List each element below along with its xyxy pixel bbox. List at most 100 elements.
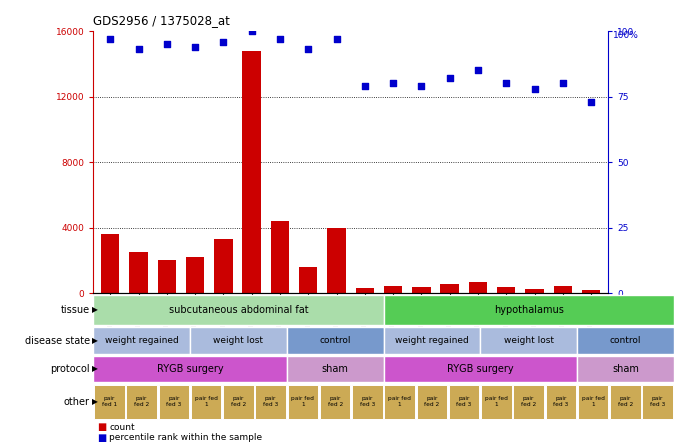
Text: pair fed
1: pair fed 1 [485, 396, 508, 407]
Text: subcutaneous abdominal fat: subcutaneous abdominal fat [169, 305, 308, 315]
Bar [417, 385, 447, 419]
Bar [271, 221, 289, 293]
Bar [256, 385, 286, 419]
Bar [384, 294, 674, 325]
Text: RYGB surgery: RYGB surgery [447, 364, 513, 374]
Point [161, 40, 172, 48]
Bar [191, 385, 221, 419]
Bar [93, 294, 384, 325]
Text: pair
fed 2: pair fed 2 [424, 396, 439, 407]
Bar [610, 385, 641, 419]
Point [444, 75, 455, 82]
Point [388, 80, 399, 87]
Text: weight lost: weight lost [504, 336, 553, 345]
Text: count: count [109, 423, 135, 432]
Text: weight lost: weight lost [214, 336, 263, 345]
Bar [497, 287, 515, 293]
Text: ▶: ▶ [92, 336, 98, 345]
Bar [480, 327, 577, 354]
Text: ■: ■ [97, 422, 106, 432]
Bar [94, 385, 124, 419]
Bar [352, 385, 383, 419]
Bar [440, 284, 459, 293]
Text: pair
fed 2: pair fed 2 [231, 396, 246, 407]
Text: sham: sham [322, 364, 348, 374]
Text: pair
fed 3: pair fed 3 [360, 396, 375, 407]
Point [558, 80, 569, 87]
Text: pair fed
1: pair fed 1 [292, 396, 314, 407]
Point [303, 46, 314, 53]
Point [105, 36, 116, 43]
Text: pair fed
1: pair fed 1 [195, 396, 218, 407]
Bar [186, 257, 205, 293]
Text: pair
fed 2: pair fed 2 [328, 396, 343, 407]
Bar [190, 327, 287, 354]
Bar [223, 385, 254, 419]
Text: pair fed
1: pair fed 1 [388, 396, 411, 407]
Text: ■: ■ [97, 432, 106, 443]
Bar [384, 286, 402, 293]
Point [218, 38, 229, 45]
Text: control: control [609, 336, 641, 345]
Text: pair
fed 3: pair fed 3 [167, 396, 182, 407]
Text: ▶: ▶ [92, 397, 98, 406]
Bar [356, 288, 374, 293]
Bar [299, 267, 317, 293]
Text: pair
fed 3: pair fed 3 [457, 396, 472, 407]
Bar [384, 327, 480, 354]
Text: other: other [64, 397, 90, 407]
Bar [243, 51, 261, 293]
Text: pair
fed 3: pair fed 3 [553, 396, 569, 407]
Text: tissue: tissue [61, 305, 90, 315]
Point [133, 46, 144, 53]
Text: pair
fed 1: pair fed 1 [102, 396, 117, 407]
Bar [578, 385, 608, 419]
Bar [481, 385, 511, 419]
Bar [384, 385, 415, 419]
Text: control: control [319, 336, 351, 345]
Point [416, 83, 427, 90]
Point [359, 83, 370, 90]
Text: ▶: ▶ [92, 365, 98, 373]
Bar [287, 385, 318, 419]
Text: protocol: protocol [50, 364, 90, 374]
Bar [93, 356, 287, 382]
Text: percentile rank within the sample: percentile rank within the sample [109, 433, 263, 442]
Bar [582, 290, 600, 293]
Text: weight regained: weight regained [395, 336, 468, 345]
Point [331, 36, 342, 43]
Bar [93, 327, 190, 354]
Bar [320, 385, 350, 419]
Text: 100%: 100% [613, 31, 639, 40]
Point [246, 28, 257, 35]
Bar [577, 356, 674, 382]
Text: pair
fed 2: pair fed 2 [521, 396, 536, 407]
Text: pair
fed 3: pair fed 3 [263, 396, 278, 407]
Bar [287, 327, 384, 354]
Text: GDS2956 / 1375028_at: GDS2956 / 1375028_at [93, 14, 230, 27]
Bar [158, 260, 176, 293]
Bar [553, 285, 572, 293]
Text: pair
fed 2: pair fed 2 [134, 396, 149, 407]
Text: hypothalamus: hypothalamus [493, 305, 564, 315]
Point [529, 85, 540, 92]
Point [473, 67, 484, 74]
Bar [159, 385, 189, 419]
Bar [214, 239, 233, 293]
Bar [643, 385, 673, 419]
Bar [525, 289, 544, 293]
Bar [328, 227, 346, 293]
Bar [413, 287, 430, 293]
Bar [449, 385, 480, 419]
Bar [101, 234, 120, 293]
Point [189, 43, 200, 50]
Point [585, 98, 596, 105]
Text: weight regained: weight regained [105, 336, 178, 345]
Bar [546, 385, 576, 419]
Point [501, 80, 512, 87]
Bar [468, 281, 487, 293]
Text: pair
fed 3: pair fed 3 [650, 396, 665, 407]
Bar [577, 327, 674, 354]
Point [274, 36, 285, 43]
Bar [384, 356, 577, 382]
